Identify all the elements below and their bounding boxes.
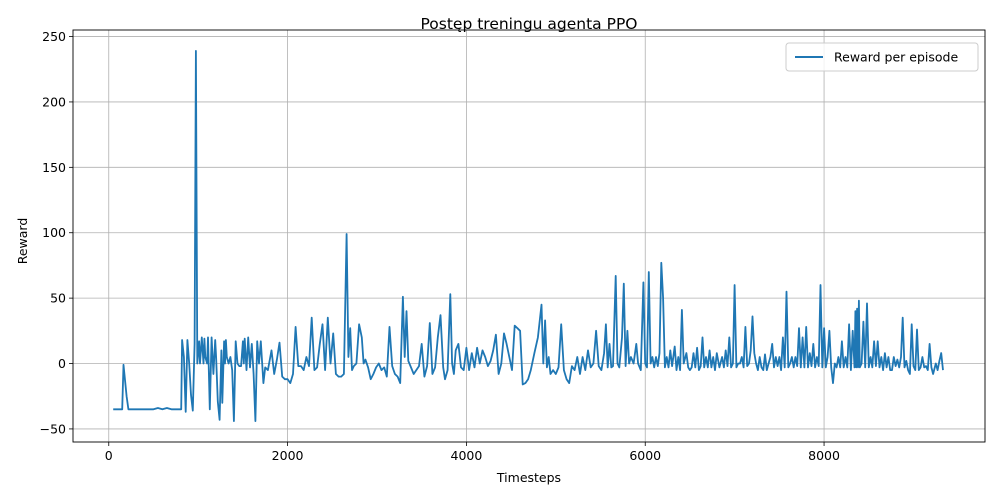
x-tick-label: 6000 xyxy=(629,448,661,463)
y-tick-label: −50 xyxy=(40,421,66,436)
x-tick-label: 2000 xyxy=(272,448,304,463)
chart-title: Postęp treningu agenta PPO xyxy=(420,15,637,33)
legend-label: Reward per episode xyxy=(834,50,958,65)
y-tick-label: 100 xyxy=(42,225,66,240)
y-tick-label: 200 xyxy=(42,94,66,109)
x-tick-label: 4000 xyxy=(451,448,483,463)
y-ticks: −50 0 50 100 150 200 250 xyxy=(40,29,73,436)
y-tick-label: 50 xyxy=(50,291,66,306)
y-tick-label: 0 xyxy=(58,356,66,371)
y-tick-label: 250 xyxy=(42,29,66,44)
x-tick-label: 8000 xyxy=(808,448,840,463)
y-axis-label: Reward xyxy=(15,218,30,265)
x-ticks: 0 2000 4000 6000 8000 xyxy=(105,442,840,463)
y-tick-label: 150 xyxy=(42,160,66,175)
series-line xyxy=(113,50,944,422)
plot-line-group xyxy=(113,50,944,422)
x-tick-label: 0 xyxy=(105,448,113,463)
legend-box xyxy=(785,42,979,72)
plot-frame xyxy=(72,29,986,443)
legend: Reward per episode xyxy=(785,42,979,72)
x-axis-label: Timesteps xyxy=(496,470,561,485)
